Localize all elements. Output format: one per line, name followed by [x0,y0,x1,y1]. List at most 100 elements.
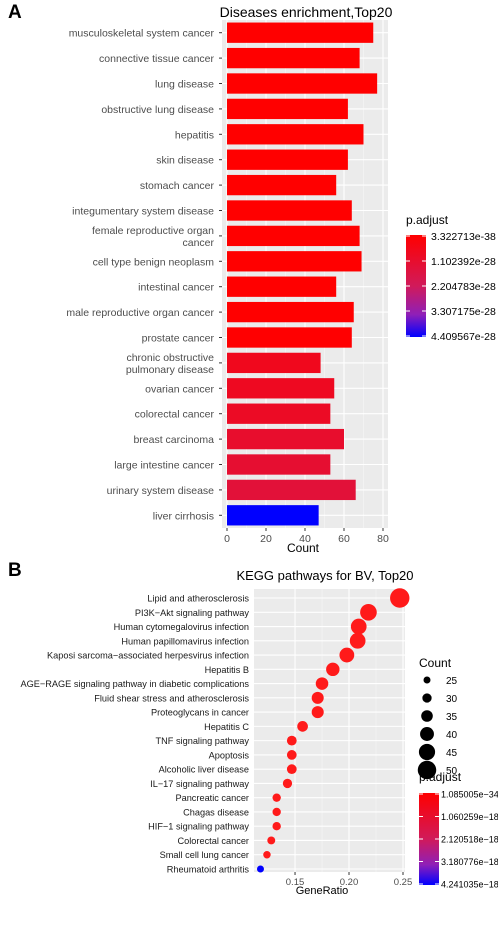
legend-padjust-title-b: p.adjust [419,770,462,784]
y-tick-label: connective tissue cancer [99,53,214,65]
panel-letter-a: A [8,2,22,23]
legend-label: 1.085005e−34 [441,790,498,800]
legend-size-dot [420,727,434,741]
dot [263,851,271,859]
legend-label: 3.180776e−18 [441,857,498,867]
bar [227,124,364,145]
y-tick-label: skin disease [156,155,214,167]
bar [227,479,356,501]
dot [311,706,324,719]
legend-count-items: 25 30 35 40 45 50 [417,676,458,780]
y-tick-label: musculoskeletal system cancer [69,28,215,40]
dots-b [256,588,410,873]
y-tick-label: TNF signaling pathway [156,736,250,746]
legend-label: 3.307175e-28 [431,306,496,318]
y-tick-label: HIF−1 signaling pathway [148,822,249,832]
y-tick-label: liver cirrhosis [153,510,214,522]
bar [227,301,354,323]
legend-size-label: 30 [446,694,458,705]
legend-label: 1.060259e−18 [441,812,498,822]
legend-count-b: Count 25 30 35 40 45 50 [417,656,458,780]
legend-labels-b: 1.085005e−34 1.060259e−18 2.120518e−18 3.18… [419,790,498,890]
bar [227,378,335,399]
y-tick-label: prostate cancer [142,333,215,345]
bar [227,428,344,450]
legend-size-label: 35 [446,712,458,723]
y-tick-label: Small cell lung cancer [160,850,249,860]
bar [227,403,331,424]
legend-size-label: 45 [446,748,458,759]
legend-label: 3.322713e-38 [431,231,496,243]
x-tick-label: 0.25 [394,877,413,888]
x-ticks-b: 0.15 0.20 0.25 [286,872,412,888]
dot [286,735,297,746]
legend-size-label: 25 [446,676,458,687]
y-labels-a: musculoskeletal system cancer connective … [66,28,222,522]
legend-label: 2.120518e−18 [441,835,498,845]
legend-label: 2.204783e-28 [431,281,496,293]
y-tick-label: stomach cancer [140,180,215,192]
dot [282,778,293,789]
legend-size-label: 40 [446,730,458,741]
bar [227,47,360,69]
legend-size-dot [417,760,437,780]
bar [227,327,352,348]
dot [390,588,410,608]
bar [227,251,362,272]
y-tick-label: Rheumatoid arthritis [167,865,250,875]
dot [350,618,367,635]
legend-size-dot [423,676,431,684]
x-tick-label: 20 [260,533,272,545]
panel-letter-b: B [8,560,22,581]
dot [311,691,324,704]
legend-size-dot [418,743,436,761]
legend-padjust-a: p.adjust 3.322713e-38 1.102392e-28 2.20478… [406,213,496,343]
bar [227,98,348,120]
bar [227,22,374,43]
legend-count-title: Count [419,656,452,670]
bar [227,200,352,221]
y-tick-label: obstructive lung disease [101,104,214,116]
dot [272,822,281,831]
x-tick-label: 60 [338,533,350,545]
dot [256,865,264,873]
dot [286,750,297,760]
chart-diseases-enrichment: A Diseases enrichment,Top20 musculoskele… [8,2,496,555]
gridlines-b [254,589,405,872]
y-tick-label: Kaposi sarcoma−associated herpesvirus in… [47,651,249,661]
dot [272,807,281,817]
bar [227,276,337,297]
legend-size-label: 50 [446,766,458,777]
dot [272,793,281,802]
legend-size-dot [422,693,432,703]
y-tick-label: Lipid and atherosclerosis [147,594,249,604]
x-ticks-a: 0 20 40 60 80 [224,528,389,545]
dot [339,647,355,663]
y-tick-label: urinary system disease [107,485,215,497]
y-tick-label: colorectal cancer [135,409,215,421]
y-tick-label: Apoptosis [209,750,250,760]
y-tick-label: Human cytomegalovirus infection [114,622,249,632]
y-tick-label: Proteoglycans in cancer [151,708,249,718]
y-tick-label: Pancreatic cancer [175,793,249,803]
x-axis-label-a: Count [287,541,320,555]
dot [297,721,308,732]
y-tick-label: large intestine cancer [114,460,214,472]
legend-labels-a: 3.322713e-38 1.102392e-28 2.204783e-28 3.30… [406,231,496,343]
y-tick-label: Colorectal cancer [178,836,250,846]
y-tick-label: chronic obstructive pulmonary disease [126,352,214,376]
chart-title-a: Diseases enrichment,Top20 [220,4,393,20]
y-tick-label: lung disease [155,79,214,91]
x-tick-label: 80 [377,533,389,545]
chart-kegg-pathways: B KEGG pathways for BV, Top20 Lipid and … [8,560,498,897]
bar [227,149,348,170]
legend-label: 4.241035e−18 [441,880,498,890]
y-tick-label: Human papillomavirus infection [121,636,249,646]
y-labels-b: Lipid and atherosclerosis PI3K−Akt signal… [20,594,249,875]
y-tick-label: Chagas disease [183,807,249,817]
y-tick-label: intestinal cancer [138,282,214,294]
y-tick-label: IL−17 signaling pathway [150,779,249,789]
bar [227,225,360,247]
chart-title-b: KEGG pathways for BV, Top20 [236,568,413,583]
